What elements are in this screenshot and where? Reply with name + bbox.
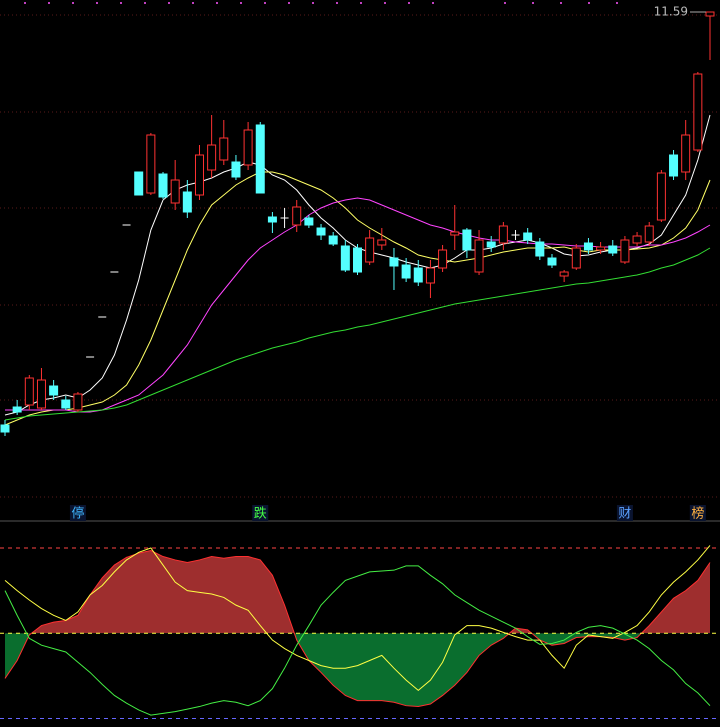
candle-body: [267, 216, 277, 223]
candle-body: [632, 235, 642, 244]
positive-area: [31, 550, 710, 634]
candle-body: [498, 225, 508, 244]
candle-body: [243, 129, 253, 166]
grid: [0, 14, 720, 498]
signal-dots: [12, 1, 452, 7]
candle-body: [413, 267, 423, 283]
signal-label: 跌: [254, 506, 267, 522]
negative-area: [5, 633, 710, 707]
candle-body: [36, 379, 46, 409]
candle-body: [693, 73, 703, 151]
candle-body: [146, 134, 156, 194]
candle-body: [583, 242, 593, 251]
candle-body: [669, 154, 679, 177]
candle-body: [61, 399, 71, 409]
candle-body: [194, 154, 204, 196]
candle-body: [438, 249, 448, 269]
candle-body: [681, 134, 691, 173]
candle-body: [134, 171, 144, 196]
candle-body: [316, 227, 326, 236]
candle-body: [304, 217, 314, 226]
candle-body: [219, 137, 229, 161]
candle-body: [450, 231, 460, 236]
candle-body: [255, 124, 265, 194]
signal-box: [616, 505, 633, 521]
candle-body: [49, 385, 59, 396]
candle-body: [158, 173, 168, 198]
candle-body: [0, 424, 10, 433]
signal-box: [69, 505, 86, 521]
candle-body: [596, 246, 606, 251]
candle-body: [656, 172, 666, 221]
candle-body: [486, 241, 496, 248]
candle-body: [182, 191, 192, 213]
candle-body: [559, 271, 569, 277]
candle-body: [231, 161, 241, 178]
candle-body: [73, 393, 83, 411]
candle-body: [389, 257, 399, 267]
candle-body: [425, 267, 435, 284]
indicator-line: [4, 565, 711, 716]
candle-body: [12, 406, 22, 413]
ma-line: [4, 171, 711, 426]
candle-body: [644, 225, 654, 243]
candle-body: [535, 241, 545, 257]
candle-body: [401, 264, 411, 279]
signal-box: [689, 505, 706, 521]
indicator-line: [4, 545, 711, 692]
signal-dots: [480, 1, 620, 7]
max-label: 11.59: [654, 5, 688, 19]
ma-line: [4, 247, 711, 421]
candle-body: [170, 179, 180, 204]
candle-body: [328, 235, 338, 245]
candle-body: [620, 239, 630, 263]
candle-body: [365, 237, 375, 263]
candle-body: [353, 247, 362, 273]
signal-label: 停: [71, 506, 84, 522]
signal-label: 财: [618, 507, 631, 522]
signal-box: [252, 505, 269, 521]
candle-body: [571, 247, 581, 269]
candle-body: [292, 206, 302, 226]
candle-body: [523, 232, 533, 241]
candle-body: [474, 239, 484, 273]
candle-body: [377, 239, 387, 246]
signal-label: 榜: [691, 506, 704, 522]
area-edge: [4, 550, 711, 708]
candle-body: [24, 377, 34, 406]
candle-body: [608, 245, 618, 254]
candle-body: [705, 11, 715, 17]
candle-body: [207, 144, 217, 171]
candle-body: [462, 229, 472, 251]
candle-body: [547, 257, 557, 266]
candle-body: [340, 245, 350, 271]
